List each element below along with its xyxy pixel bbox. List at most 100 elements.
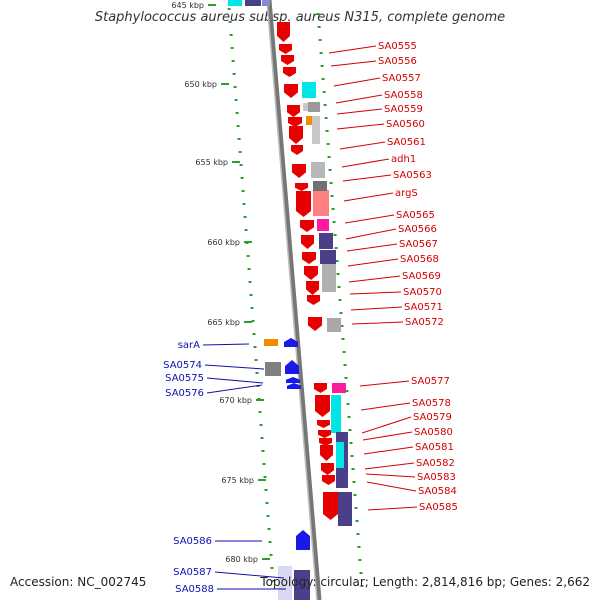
- red-gene-arrow: [307, 295, 320, 305]
- left-leader-line: [206, 384, 263, 394]
- ruler-tick-left: [238, 151, 242, 153]
- red-gene-arrow: [300, 220, 314, 232]
- left-gene-label-layer: sarA SA0574 SA0575 SA0576 SA0586 SA0587 SA0588: [163, 340, 286, 595]
- kbp-major-tick: [232, 161, 240, 163]
- gene-label-sa0582[interactable]: SA0582: [416, 458, 455, 469]
- gene-label-sa0584[interactable]: SA0584: [418, 486, 457, 497]
- ruler-tick-right: [355, 520, 359, 522]
- blue-gene-arrow: [284, 338, 298, 347]
- gene-label-sa0587[interactable]: SA0587: [173, 567, 212, 578]
- gene-label-sa0583[interactable]: SA0583: [417, 472, 456, 483]
- ruler-tick-right: [333, 234, 337, 236]
- kbp-major-tick: [208, 4, 216, 6]
- gene-label-sa0560[interactable]: SA0560: [386, 119, 425, 130]
- gene-label-sa0557[interactable]: SA0557: [382, 73, 421, 84]
- red-gene-arrow: [302, 252, 316, 264]
- right-leader-line: [341, 158, 390, 168]
- gene-label-sa0572[interactable]: SA0572: [405, 317, 444, 328]
- gene-label-sa0579[interactable]: SA0579: [413, 412, 452, 423]
- ruler-tick-right: [325, 130, 329, 132]
- gene-label-sa0580[interactable]: SA0580: [414, 427, 453, 438]
- gene-label-sa0578[interactable]: SA0578: [412, 398, 451, 409]
- genome-backbone: [266, 0, 322, 600]
- kbp-label: 645 kbp: [171, 1, 204, 10]
- red-gene-arrow: [296, 191, 311, 217]
- gene-label-args[interactable]: argS: [395, 188, 418, 199]
- gene-label-sa0581[interactable]: SA0581: [415, 442, 454, 453]
- right-leader-line: [348, 275, 401, 283]
- purple-box: [338, 492, 352, 526]
- gene-label-sa0558[interactable]: SA0558: [384, 90, 423, 101]
- ruler-tick-right: [317, 26, 321, 28]
- gene-label-sa0585[interactable]: SA0585: [419, 502, 458, 513]
- ruler-tick-right: [357, 546, 361, 548]
- blue-gene-arrow: [296, 530, 310, 550]
- red-gene-arrow: [322, 475, 335, 485]
- ruler-tick-right: [334, 247, 338, 249]
- right-leader-line: [333, 77, 381, 87]
- right-leader-line: [346, 243, 398, 252]
- ruler-tick-left: [262, 463, 266, 465]
- red-gene-arrow: [304, 266, 318, 280]
- gene-label-sa0586[interactable]: SA0586: [173, 536, 212, 547]
- left-leader-line: [214, 571, 285, 579]
- gene-label-sa0568[interactable]: SA0568: [400, 254, 439, 265]
- cyan-box: [331, 395, 341, 433]
- gene-label-sa0577[interactable]: SA0577: [411, 376, 450, 387]
- ruler-tick-right: [343, 364, 347, 366]
- ruler-tick-left: [258, 411, 262, 413]
- right-leader-line: [335, 94, 383, 104]
- ruler-tick-left: [250, 307, 254, 309]
- gene-label-sa0555[interactable]: SA0555: [378, 41, 417, 52]
- kbp-major-tick: [244, 321, 252, 323]
- gene-label-sa0563[interactable]: SA0563: [393, 170, 432, 181]
- ruler-tick-right: [348, 429, 352, 431]
- gene-label-sa0576[interactable]: SA0576: [165, 388, 204, 399]
- gene-label-sa0574[interactable]: SA0574: [163, 360, 202, 371]
- right-leader-line: [359, 380, 410, 387]
- ruler-tick-left: [261, 450, 265, 452]
- gene-label-sa0570[interactable]: SA0570: [403, 287, 442, 298]
- gene-label-sa0588[interactable]: SA0588: [175, 584, 214, 595]
- ruler-tick-right: [328, 169, 332, 171]
- gene-label-sa0569[interactable]: SA0569: [402, 271, 441, 282]
- ruler-tick-right: [318, 39, 322, 41]
- kbp-major-tick: [244, 241, 252, 243]
- ruler-tick-left: [242, 203, 246, 205]
- top-cyan-box: [228, 0, 242, 6]
- grey-box: [265, 362, 281, 376]
- ruler-tick-left: [249, 294, 253, 296]
- gene-label-sa0575[interactable]: SA0575: [165, 373, 204, 384]
- grey-box: [312, 116, 320, 144]
- left-leader-line: [206, 377, 264, 384]
- right-leader-line: [365, 473, 416, 478]
- ruler-tick-right: [360, 585, 364, 587]
- gene-label-sa0556[interactable]: SA0556: [378, 56, 417, 67]
- gene-label-sa0566[interactable]: SA0566: [398, 224, 437, 235]
- kbp-label: 680 kbp: [225, 555, 258, 564]
- red-gene-arrow: [277, 22, 290, 42]
- right-leader-line: [344, 214, 395, 224]
- kbp-label: 660 kbp: [207, 238, 240, 247]
- ruler-tick-left: [241, 190, 245, 192]
- ruler-tick-left: [244, 229, 248, 231]
- ruler-tick-left: [247, 268, 251, 270]
- pink-box: [332, 383, 346, 393]
- gene-label-sa0567[interactable]: SA0567: [399, 239, 438, 250]
- gene-label-sa0565[interactable]: SA0565: [396, 210, 435, 221]
- gene-label-adh1[interactable]: adh1: [391, 154, 416, 165]
- red-gene-arrow: [295, 183, 308, 191]
- blue-gene-arrow: [286, 377, 300, 383]
- ruler-tick-right: [359, 572, 363, 574]
- gene-label-sa0559[interactable]: SA0559: [384, 104, 423, 115]
- right-leader-line: [364, 462, 415, 470]
- gene-label-sara[interactable]: sarA: [178, 340, 200, 351]
- gene-label-sa0561[interactable]: SA0561: [387, 137, 426, 148]
- red-gene-arrow: [284, 84, 298, 98]
- gene-label-sa0571[interactable]: SA0571: [404, 302, 443, 313]
- red-gene-arrow: [291, 145, 303, 155]
- grey-box: [308, 102, 320, 112]
- feature-layer: [228, 0, 352, 600]
- argS-light-box: [313, 190, 329, 216]
